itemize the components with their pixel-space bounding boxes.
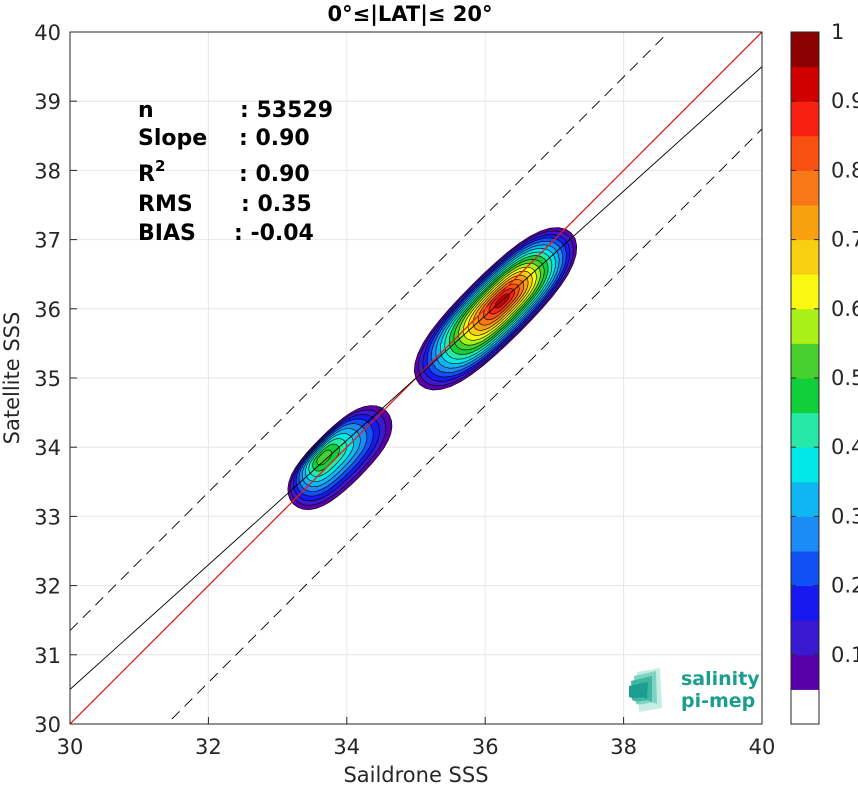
colorbar-swatch [791,447,819,483]
y-tick-label: 38 [34,159,61,183]
stat-r2-value: : 0.90 [239,162,310,187]
colorbar-swatch [791,308,819,344]
stat-slope-label: Slope [138,126,207,151]
upper-bound-line [70,32,670,631]
x-tick-label: 34 [333,735,360,759]
stat-bias-label: BIAS [138,221,196,246]
y-tick-label: 33 [34,505,61,529]
colorbar-tick-label: 0.9 [831,89,858,113]
stat-r2-label: R2 [138,157,165,187]
y-tick-label: 31 [34,644,61,668]
stat-rms-value: : 0.35 [241,192,312,217]
colorbar-swatch [791,32,819,68]
colorbar-swatch [791,689,819,725]
colorbar-tick-label: 0.6 [831,297,858,321]
y-tick-label: 30 [34,713,61,737]
y-axis: 30 31 32 33 34 35 36 37 38 39 40 [34,21,77,737]
x-tick-label: 36 [472,735,499,759]
colorbar-tick-label: 0.2 [831,574,858,598]
colorbar-swatch [791,170,819,206]
colorbar-swatch [791,378,819,414]
colorbar-tick-label: 0.4 [831,435,858,459]
y-tick-label: 32 [34,575,61,599]
stats-box: n : 53529 Slope : 0.90 R2 : 0.90 RMS : 0… [138,98,333,246]
colorbar-tick-label: 0.3 [831,504,858,528]
stat-rms-label: RMS [138,192,193,217]
logo-line-2: pi-mep [681,690,755,712]
colorbar-swatch [791,620,819,656]
stat-r2-superscript: 2 [155,157,165,175]
x-axis-label: Saildrone SSS [343,763,488,786]
colorbar-tick-label: 1 [831,20,844,44]
colorbar-tick-label: 0.1 [831,643,858,667]
colorbar-swatch [791,135,819,171]
colorbar-swatch [791,516,819,552]
lower-bound-line [166,128,762,724]
stat-r2-letter: R [138,162,155,187]
chart-title: 0°≤|LAT|≤ 20° [327,2,492,27]
colorbar-swatch [791,66,819,102]
wave-stack-icon [629,668,662,712]
y-tick-label: 34 [34,436,61,460]
y-tick-label: 37 [34,229,61,253]
colorbar-tick-label: 0.5 [831,366,858,390]
colorbar-swatch [791,481,819,517]
colorbar-swatch [791,412,819,448]
stat-bias-value: : -0.04 [234,221,314,246]
y-tick-label: 39 [34,90,61,114]
x-tick-label: 32 [195,735,222,759]
fit-line [70,66,762,690]
y-tick-label: 36 [34,298,61,322]
colorbar-tick-label: 0.8 [831,158,858,182]
x-axis: 30 32 34 36 38 40 [57,717,776,759]
y-axis-label: Satellite SSS [0,312,24,445]
colorbar-swatch [791,239,819,275]
x-tick-label: 30 [57,735,84,759]
colorbar-swatch [791,654,819,690]
colorbar: 0.1 0.2 0.3 0.4 0.5 0.6 0.7 0.8 0.9 1 [790,20,858,725]
logo-line-1: salinity [681,668,760,690]
x-tick-label: 38 [610,735,637,759]
reference-lines [70,32,762,724]
stat-n-value: : 53529 [240,98,333,123]
y-tick-label: 40 [34,21,61,45]
colorbar-tick-label: 0.7 [831,228,858,252]
x-tick-label: 40 [749,735,776,759]
colorbar-swatch [791,551,819,587]
colorbar-swatch [791,274,819,310]
y-tick-label: 35 [34,367,61,391]
density-level [316,449,333,466]
colorbar-swatch [791,205,819,241]
colorbar-swatch [791,343,819,379]
colorbar-swatch [791,101,819,137]
colorbar-swatch [791,585,819,621]
stat-n-label: n [138,98,154,123]
salinity-pi-mep-logo: salinity pi-mep [629,668,760,712]
stat-slope-value: : 0.90 [239,126,310,151]
